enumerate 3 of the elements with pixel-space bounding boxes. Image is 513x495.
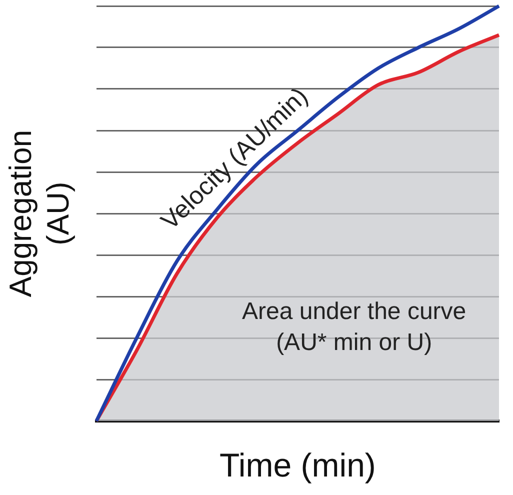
y-axis-title: Aggregation (AU) bbox=[3, 130, 76, 298]
annotation: Area under the curve (AU* min or U) bbox=[242, 298, 466, 356]
x-axis-title: Time (min) bbox=[219, 446, 376, 484]
